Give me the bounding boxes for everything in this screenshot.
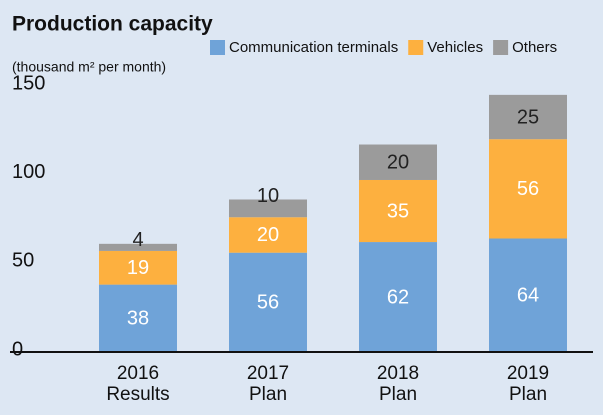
value-label: 20 xyxy=(387,152,409,174)
x-tick-label: 2016 Results xyxy=(106,363,169,405)
legend-label: Communication terminals xyxy=(229,39,398,56)
legend-swatch xyxy=(493,40,509,55)
legend-label: Vehicles xyxy=(427,39,483,56)
value-label: 38 xyxy=(127,308,149,330)
y-tick-label: 100 xyxy=(12,161,45,183)
value-label: 19 xyxy=(127,257,149,279)
y-tick-label: 150 xyxy=(12,72,45,94)
bar-segment xyxy=(359,179,437,243)
value-label: 20 xyxy=(257,224,279,246)
value-label: 35 xyxy=(387,200,409,222)
bar-segment xyxy=(99,284,177,352)
value-label: 62 xyxy=(387,286,409,308)
y-axis-label: (thousand m² per month) xyxy=(12,59,166,75)
x-tick-label: 2018 Plan xyxy=(377,363,419,405)
bar-segment xyxy=(229,217,307,253)
y-tick-label: 0 xyxy=(12,338,23,360)
bar-segment xyxy=(359,144,437,180)
value-label: 56 xyxy=(517,178,539,200)
chart-title: Production capacity xyxy=(12,13,213,36)
value-label: 25 xyxy=(517,106,539,128)
bar-segment xyxy=(99,243,177,251)
value-label: 56 xyxy=(257,292,279,314)
bar-segment xyxy=(489,139,567,239)
bar-segment xyxy=(489,94,567,140)
bar-segment xyxy=(229,252,307,352)
value-label: 10 xyxy=(257,185,279,207)
value-label: 64 xyxy=(517,285,539,307)
value-label: 4 xyxy=(132,229,143,251)
legend-label: Others xyxy=(512,39,557,56)
bar-segment xyxy=(359,242,437,352)
legend-swatch xyxy=(210,40,225,55)
bar-segment xyxy=(229,199,307,218)
y-tick-label: 50 xyxy=(12,250,34,272)
x-tick-label: 2017 Plan xyxy=(247,363,289,405)
x-tick-label: 2019 Plan xyxy=(507,363,549,405)
bar-segment xyxy=(489,238,567,352)
bar-segment xyxy=(99,250,177,285)
legend-swatch xyxy=(408,40,424,55)
